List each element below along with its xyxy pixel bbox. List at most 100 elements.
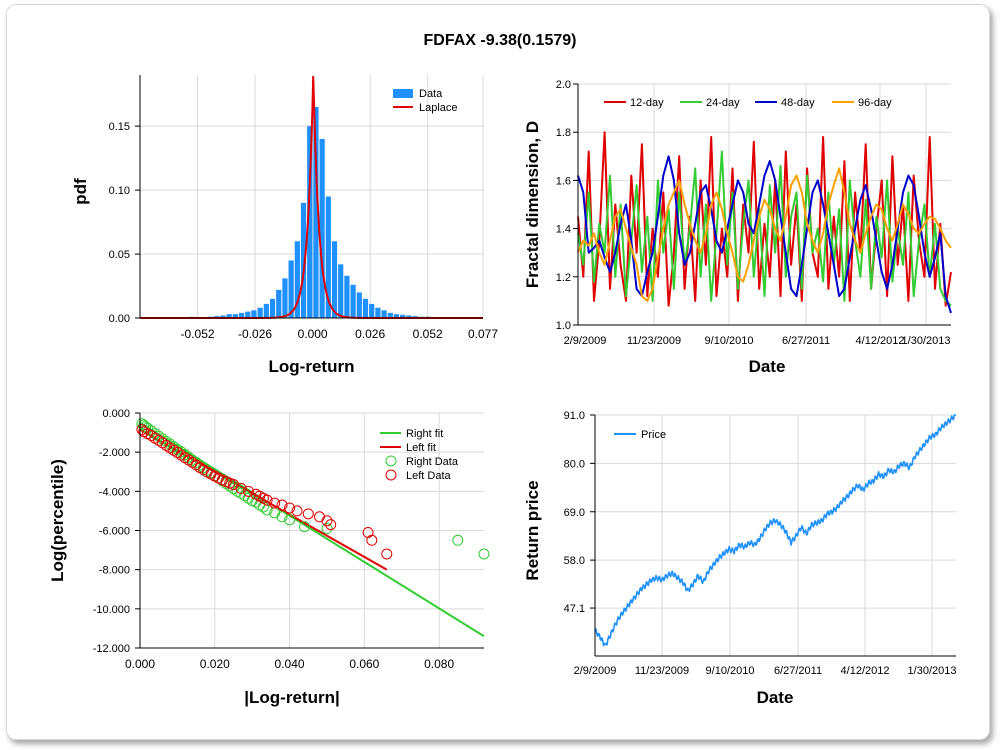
price-series-line — [594, 414, 956, 647]
tail-scatter-point — [175, 446, 187, 458]
price-xtick-label: 6/27/2011 — [774, 665, 822, 677]
tail-scatter-point — [276, 499, 288, 511]
fractal-series-line — [577, 131, 952, 307]
pdf-bar — [263, 303, 269, 318]
tail-chart: 0.000 0.020 0.040 0.060 0.080 0.000 -2.000 -4.0… — [48, 408, 490, 707]
tail-xtick-label: 0.040 — [275, 657, 305, 671]
price-legend-label: Price — [641, 429, 666, 441]
tail-legend-label: Left fit — [406, 442, 436, 454]
tail-ytick-label: -4.000 — [99, 486, 130, 498]
fractal-xlabel: Date — [749, 357, 786, 376]
price-xtick-label: 9/10/2010 — [706, 665, 755, 677]
tail-ytick-label: -2.000 — [99, 447, 130, 459]
pdf-xtick-label: -0.026 — [238, 327, 272, 341]
fractal-ytick-label: 1.0 — [556, 320, 571, 332]
pdf-ytick-label: 0.10 — [109, 185, 130, 197]
pdf-xtick-label: 0.077 — [468, 327, 498, 341]
pdf-xlabel: Log-return — [269, 357, 355, 376]
tail-scatter-point — [140, 421, 152, 433]
tail-scatter-point — [145, 425, 157, 437]
fractal-xtick-label: 9/10/2010 — [705, 335, 754, 347]
pdf-bar — [325, 196, 331, 318]
pdf-legend-label: Data — [419, 88, 443, 100]
fractal-legend-label: 48-day — [781, 97, 815, 109]
pdf-bar — [288, 260, 294, 318]
tail-scatter-point — [381, 548, 393, 560]
fractal-series-line — [577, 167, 952, 302]
pdf-bar — [400, 314, 406, 318]
price-xlabel: Date — [757, 688, 794, 707]
pdf-bar — [307, 126, 313, 318]
pdf-bar — [375, 307, 381, 318]
tail-scatter-point — [242, 485, 254, 497]
fractal-ytick-label: 2.0 — [556, 79, 571, 91]
pdf-legend-label: Laplace — [419, 102, 458, 114]
tail-legend-label: Left Data — [406, 470, 452, 482]
pdf-bar — [381, 310, 387, 318]
tail-ytick-label: -10.000 — [93, 604, 130, 616]
fractal-legend-label: 96-day — [858, 97, 892, 109]
tail-scatter-point — [366, 534, 378, 546]
tail-scatter-point — [276, 511, 288, 523]
pdf-bar — [313, 106, 319, 318]
pdf-bar — [294, 241, 300, 318]
tail-xlabel: |Log-return| — [244, 688, 339, 707]
pdf-xtick-label: 0.052 — [413, 327, 443, 341]
tail-ytick-label: 0.000 — [102, 408, 130, 420]
fractal-xtick-label: 1/30/2013 — [902, 335, 951, 347]
tail-legend-label: Right fit — [406, 428, 443, 440]
tail-xtick-label: 0.060 — [349, 657, 379, 671]
pdf-bar — [269, 298, 276, 318]
pdf-bar — [356, 292, 362, 318]
fractal-legend-label: 24-day — [706, 97, 740, 109]
tail-scatter-point — [186, 456, 198, 468]
pdf-bar — [251, 310, 257, 318]
tail-scatter-point — [325, 519, 337, 531]
pdf-ylabel: pdf — [71, 178, 90, 205]
pdf-bar — [338, 264, 344, 318]
pdf-bar — [387, 312, 393, 318]
tail-scatter-point — [136, 424, 148, 436]
tail-scatter-point — [302, 508, 314, 520]
pdf-bar — [238, 312, 245, 318]
tail-scatter-point — [235, 482, 247, 494]
tail-scatter-point — [478, 548, 490, 560]
pdf-bar — [257, 307, 263, 318]
pdf-bar — [276, 289, 282, 318]
tail-scatter-point — [239, 490, 251, 502]
price-plot-area — [595, 415, 956, 656]
price-xtick-label: 4/12/2012 — [841, 665, 890, 677]
pdf-bar — [406, 315, 412, 318]
tail-ylabel: Log(percentile) — [48, 459, 67, 582]
tail-scatter-point — [261, 494, 273, 506]
page-title: FDFAX -9.38(0.1579) — [423, 32, 577, 49]
fractal-ylabel: Fractal dimension, D — [523, 121, 542, 288]
tail-scatter-point — [269, 497, 281, 509]
pdf-bar — [319, 138, 325, 318]
tail-scatter-point — [179, 449, 191, 461]
pdf-ytick-label: 0.15 — [109, 121, 130, 133]
fractal-chart: 2/9/2009 11/23/2009 9/10/2010 6/27/2011 4/12… — [523, 79, 952, 376]
price-ytick-label: 47.1 — [564, 603, 585, 615]
pdf-chart: -0.052 -0.026 0.000 0.026 0.052 0.077 0.00 0.05… — [71, 75, 498, 376]
pdf-bar — [220, 315, 226, 318]
fractal-xtick-label: 6/27/2011 — [782, 335, 830, 347]
fractal-xtick-label: 4/12/2012 — [856, 335, 905, 347]
tail-scatter-point — [291, 505, 303, 517]
tail-scatter-point — [321, 515, 333, 527]
fractal-ytick-label: 1.8 — [556, 127, 571, 139]
pdf-xtick-label: 0.000 — [298, 327, 328, 341]
fractal-ytick-label: 1.6 — [556, 175, 571, 187]
tail-xtick-label: 0.020 — [200, 657, 230, 671]
tail-xtick-label: 0.080 — [424, 657, 454, 671]
pdf-bar — [331, 241, 338, 318]
fractal-ytick-label: 1.4 — [556, 224, 571, 236]
pdf-bar — [245, 311, 251, 318]
pdf-ytick-label: 0.00 — [109, 313, 130, 325]
tail-ytick-label: -12.000 — [93, 643, 130, 655]
pdf-bar — [226, 314, 232, 318]
pdf-xtick-label: 0.026 — [355, 327, 385, 341]
pdf-bar — [350, 284, 356, 318]
tail-scatter-point — [171, 447, 183, 459]
